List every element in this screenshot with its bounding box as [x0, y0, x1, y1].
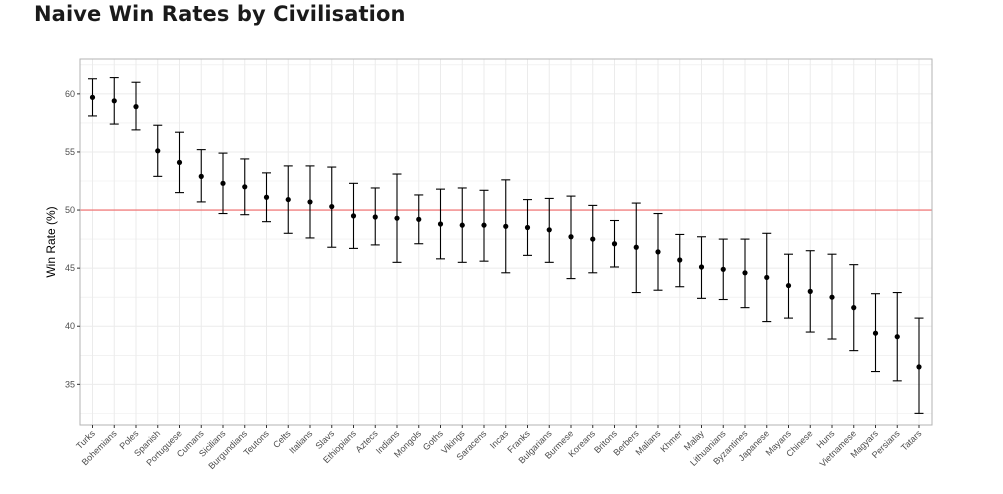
data-point	[285, 196, 291, 203]
data-point	[155, 148, 161, 154]
data-point	[590, 236, 596, 242]
data-point	[350, 213, 357, 219]
x-tick-label: Tatars	[899, 428, 924, 453]
x-tick-label: Malians	[633, 428, 662, 457]
x-tick-label: Khmer	[658, 428, 684, 454]
data-point	[198, 173, 204, 179]
data-point	[677, 257, 683, 263]
data-point	[503, 223, 509, 229]
y-tick-label: 40	[65, 321, 75, 331]
y-tick-label: 50	[65, 205, 75, 215]
data-point	[459, 222, 465, 228]
data-point	[329, 203, 335, 210]
y-axis: 35 40 45 50 55 60	[65, 89, 80, 389]
data-point	[481, 222, 487, 228]
data-point	[916, 364, 922, 370]
data-point	[829, 294, 835, 300]
data-point	[89, 94, 96, 100]
data-point	[263, 194, 270, 200]
data-point	[807, 288, 813, 294]
data-point	[524, 224, 531, 231]
data-point	[546, 227, 552, 233]
x-axis: TurksBohemiansPolesSpanishPortugueseCuma…	[74, 425, 924, 471]
data-point	[133, 104, 139, 110]
data-point	[851, 305, 857, 311]
y-tick-label: 35	[65, 379, 75, 389]
data-point	[437, 221, 444, 227]
data-point	[416, 216, 422, 222]
x-tick-label: Italians	[287, 428, 315, 456]
data-point	[655, 249, 661, 255]
data-point	[720, 266, 726, 272]
y-tick-label: 55	[65, 147, 75, 157]
data-point	[872, 330, 879, 336]
data-point	[307, 199, 313, 205]
data-point	[611, 241, 618, 247]
data-point	[742, 270, 748, 276]
data-point	[394, 215, 400, 221]
data-point	[785, 282, 792, 289]
data-point	[111, 98, 117, 104]
data-point	[372, 214, 378, 220]
data-point	[633, 244, 639, 250]
data-point	[176, 159, 183, 166]
y-tick-label: 60	[65, 89, 75, 99]
data-point	[568, 234, 574, 240]
data-point	[220, 180, 226, 186]
page-title: Naive Win Rates by Civilisation	[34, 2, 406, 26]
data-layer	[88, 77, 924, 414]
data-point	[894, 334, 900, 340]
y-tick-label: 45	[65, 263, 75, 273]
data-point	[764, 274, 770, 281]
data-point	[242, 184, 248, 190]
data-point	[698, 264, 705, 270]
y-axis-title: Win Rate (%)	[44, 206, 58, 277]
